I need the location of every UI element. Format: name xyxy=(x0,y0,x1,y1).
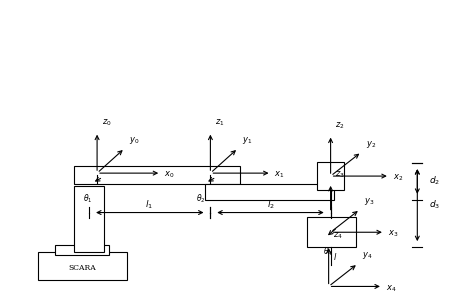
Text: $l_1$: $l_1$ xyxy=(146,199,153,211)
Text: $x_3$: $x_3$ xyxy=(388,229,398,240)
Text: $z_4$: $z_4$ xyxy=(333,231,342,241)
Bar xyxy=(38,252,127,280)
Text: $x_2$: $x_2$ xyxy=(392,173,403,183)
Text: $y_4$: $y_4$ xyxy=(362,250,373,261)
Text: $d_3$: $d_3$ xyxy=(429,199,440,211)
Bar xyxy=(317,162,345,190)
Bar xyxy=(307,217,356,247)
Text: $l_2$: $l_2$ xyxy=(266,199,274,211)
Text: $\theta_1$: $\theta_1$ xyxy=(82,193,92,205)
Bar xyxy=(55,245,109,255)
Text: $\theta_2$: $\theta_2$ xyxy=(196,193,205,205)
Text: $x_1$: $x_1$ xyxy=(274,170,285,180)
Bar xyxy=(74,186,104,252)
Bar xyxy=(205,184,334,200)
Text: $z_0$: $z_0$ xyxy=(102,117,112,128)
Text: $x_4$: $x_4$ xyxy=(386,283,396,294)
Text: $y_0$: $y_0$ xyxy=(129,135,139,146)
Text: $y_2$: $y_2$ xyxy=(365,139,376,150)
Text: $x_0$: $x_0$ xyxy=(164,170,174,180)
Text: $\theta_4$: $\theta_4$ xyxy=(323,245,333,258)
Text: $z_3$: $z_3$ xyxy=(335,170,344,180)
Text: $l$: $l$ xyxy=(333,251,337,262)
Text: $z_2$: $z_2$ xyxy=(335,120,344,131)
Text: $d_2$: $d_2$ xyxy=(429,175,440,187)
Text: $y_3$: $y_3$ xyxy=(364,196,374,207)
Bar xyxy=(74,166,240,184)
Text: $y_1$: $y_1$ xyxy=(242,135,253,146)
Text: SCARA: SCARA xyxy=(68,264,96,272)
Text: $z_1$: $z_1$ xyxy=(215,117,225,128)
